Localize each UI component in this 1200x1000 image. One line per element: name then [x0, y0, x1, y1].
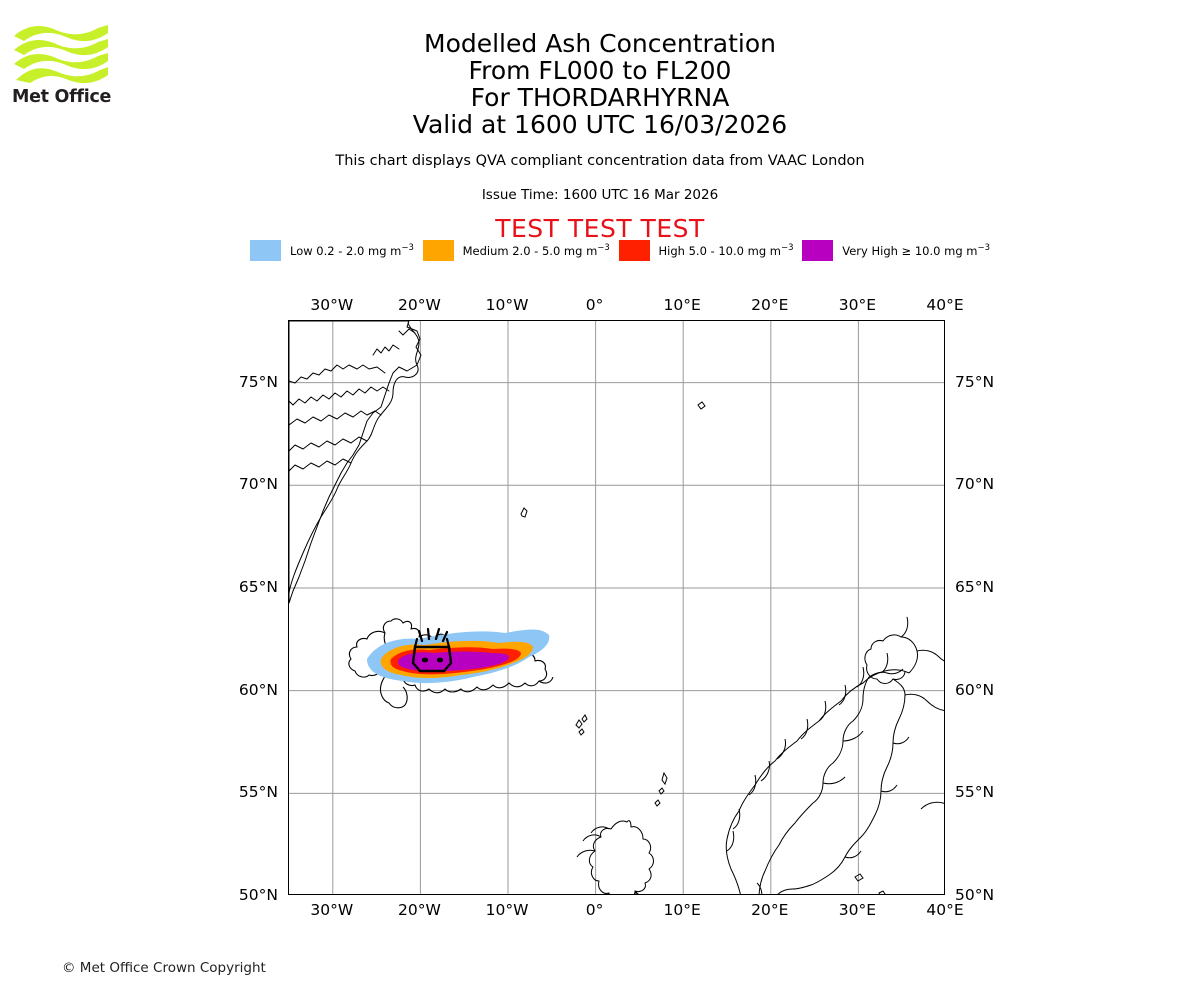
- lon-tick-top: 10°W: [485, 296, 529, 314]
- chart-subtitle: This chart displays QVA compliant concen…: [335, 153, 865, 169]
- lon-tick-top: 10°E: [663, 296, 701, 314]
- lat-tick-left: 50°N: [238, 886, 278, 904]
- met-office-logo: Met Office: [12, 22, 122, 117]
- lat-tick-right: 70°N: [955, 475, 995, 494]
- lon-tick-bottom: 30°W: [310, 901, 354, 919]
- legend-swatch-very-high: [802, 240, 834, 261]
- lon-tick-bottom: 40°E: [926, 901, 964, 919]
- lon-tick-top: 20°E: [751, 296, 789, 314]
- lat-tick-right: 55°N: [955, 783, 995, 802]
- legend-swatch-high: [618, 240, 650, 261]
- lat-tick-left: 60°N: [238, 680, 278, 699]
- legend-entry-high: High 5.0 - 10.0 mg m−3: [618, 240, 794, 261]
- volcano-name: For THORDARHYRNA: [470, 83, 730, 112]
- lat-tick-left: 75°N: [238, 372, 278, 391]
- lon-tick-top: 30°E: [838, 296, 877, 314]
- met-office-wordmark: Met Office: [12, 87, 112, 107]
- lat-tick-right: 75°N: [955, 372, 995, 391]
- legend-entry-very-high: Very High ≥ 10.0 mg m−3: [802, 240, 990, 261]
- issue-time: Issue Time: 1600 UTC 16 Mar 2026: [481, 187, 719, 203]
- lon-tick-bottom: 20°W: [397, 901, 441, 919]
- lon-tick-top: 40°E: [926, 296, 964, 314]
- legend-entry-medium: Medium 2.0 - 5.0 mg m−3: [422, 240, 610, 261]
- legend-swatch-low: [250, 240, 281, 261]
- lat-tick-right: 60°N: [955, 680, 995, 699]
- lon-tick-bottom: 0°: [585, 901, 604, 919]
- met-office-wave-mark: [14, 25, 108, 84]
- chart-header: Modelled Ash Concentration From FL000 to…: [0, 0, 1200, 243]
- legend-label-medium: Medium 2.0 - 5.0 mg m−3: [462, 242, 610, 258]
- concentration-legend: Low 0.2 - 2.0 mg m−3 Medium 2.0 - 5.0 mg …: [250, 240, 990, 261]
- legend-entry-low: Low 0.2 - 2.0 mg m−3: [250, 240, 414, 261]
- lon-tick-bottom: 10°E: [663, 901, 701, 919]
- map-graphic: [289, 321, 944, 894]
- lon-tick-bottom: 10°W: [485, 901, 529, 919]
- map-plot-area: [288, 320, 945, 895]
- lon-tick-top: 0°: [585, 296, 604, 314]
- legend-label-low: Low 0.2 - 2.0 mg m−3: [290, 242, 414, 258]
- lat-tick-left: 65°N: [238, 577, 278, 596]
- legend-swatch-medium: [422, 240, 454, 261]
- lon-tick-top: 20°W: [397, 296, 441, 314]
- copyright-notice: © Met Office Crown Copyright: [62, 960, 266, 976]
- ash-plume-contours: [367, 629, 550, 684]
- lat-tick-right: 65°N: [955, 577, 995, 596]
- volcano-source-marker: [411, 627, 453, 673]
- flight-level-range: From FL000 to FL200: [468, 56, 732, 85]
- lat-tick-left: 55°N: [238, 783, 278, 802]
- legend-label-high: High 5.0 - 10.0 mg m−3: [658, 242, 794, 258]
- lon-tick-bottom: 20°E: [751, 901, 789, 919]
- legend-label-very-high: Very High ≥ 10.0 mg m−3: [842, 242, 991, 258]
- lat-tick-left: 70°N: [238, 475, 278, 494]
- map-container: 30°W 30°W 20°W 20°W 10°W 10°W 0° 0° 10°E 10°E 20°E…: [239, 296, 994, 919]
- page-title: Modelled Ash Concentration: [424, 29, 776, 58]
- lon-tick-top: 30°W: [310, 296, 354, 314]
- valid-time: Valid at 1600 UTC 16/03/2026: [412, 110, 788, 139]
- test-banner: TEST TEST TEST: [495, 214, 705, 243]
- lat-tick-right: 50°N: [955, 886, 995, 904]
- lon-tick-bottom: 30°E: [838, 901, 877, 919]
